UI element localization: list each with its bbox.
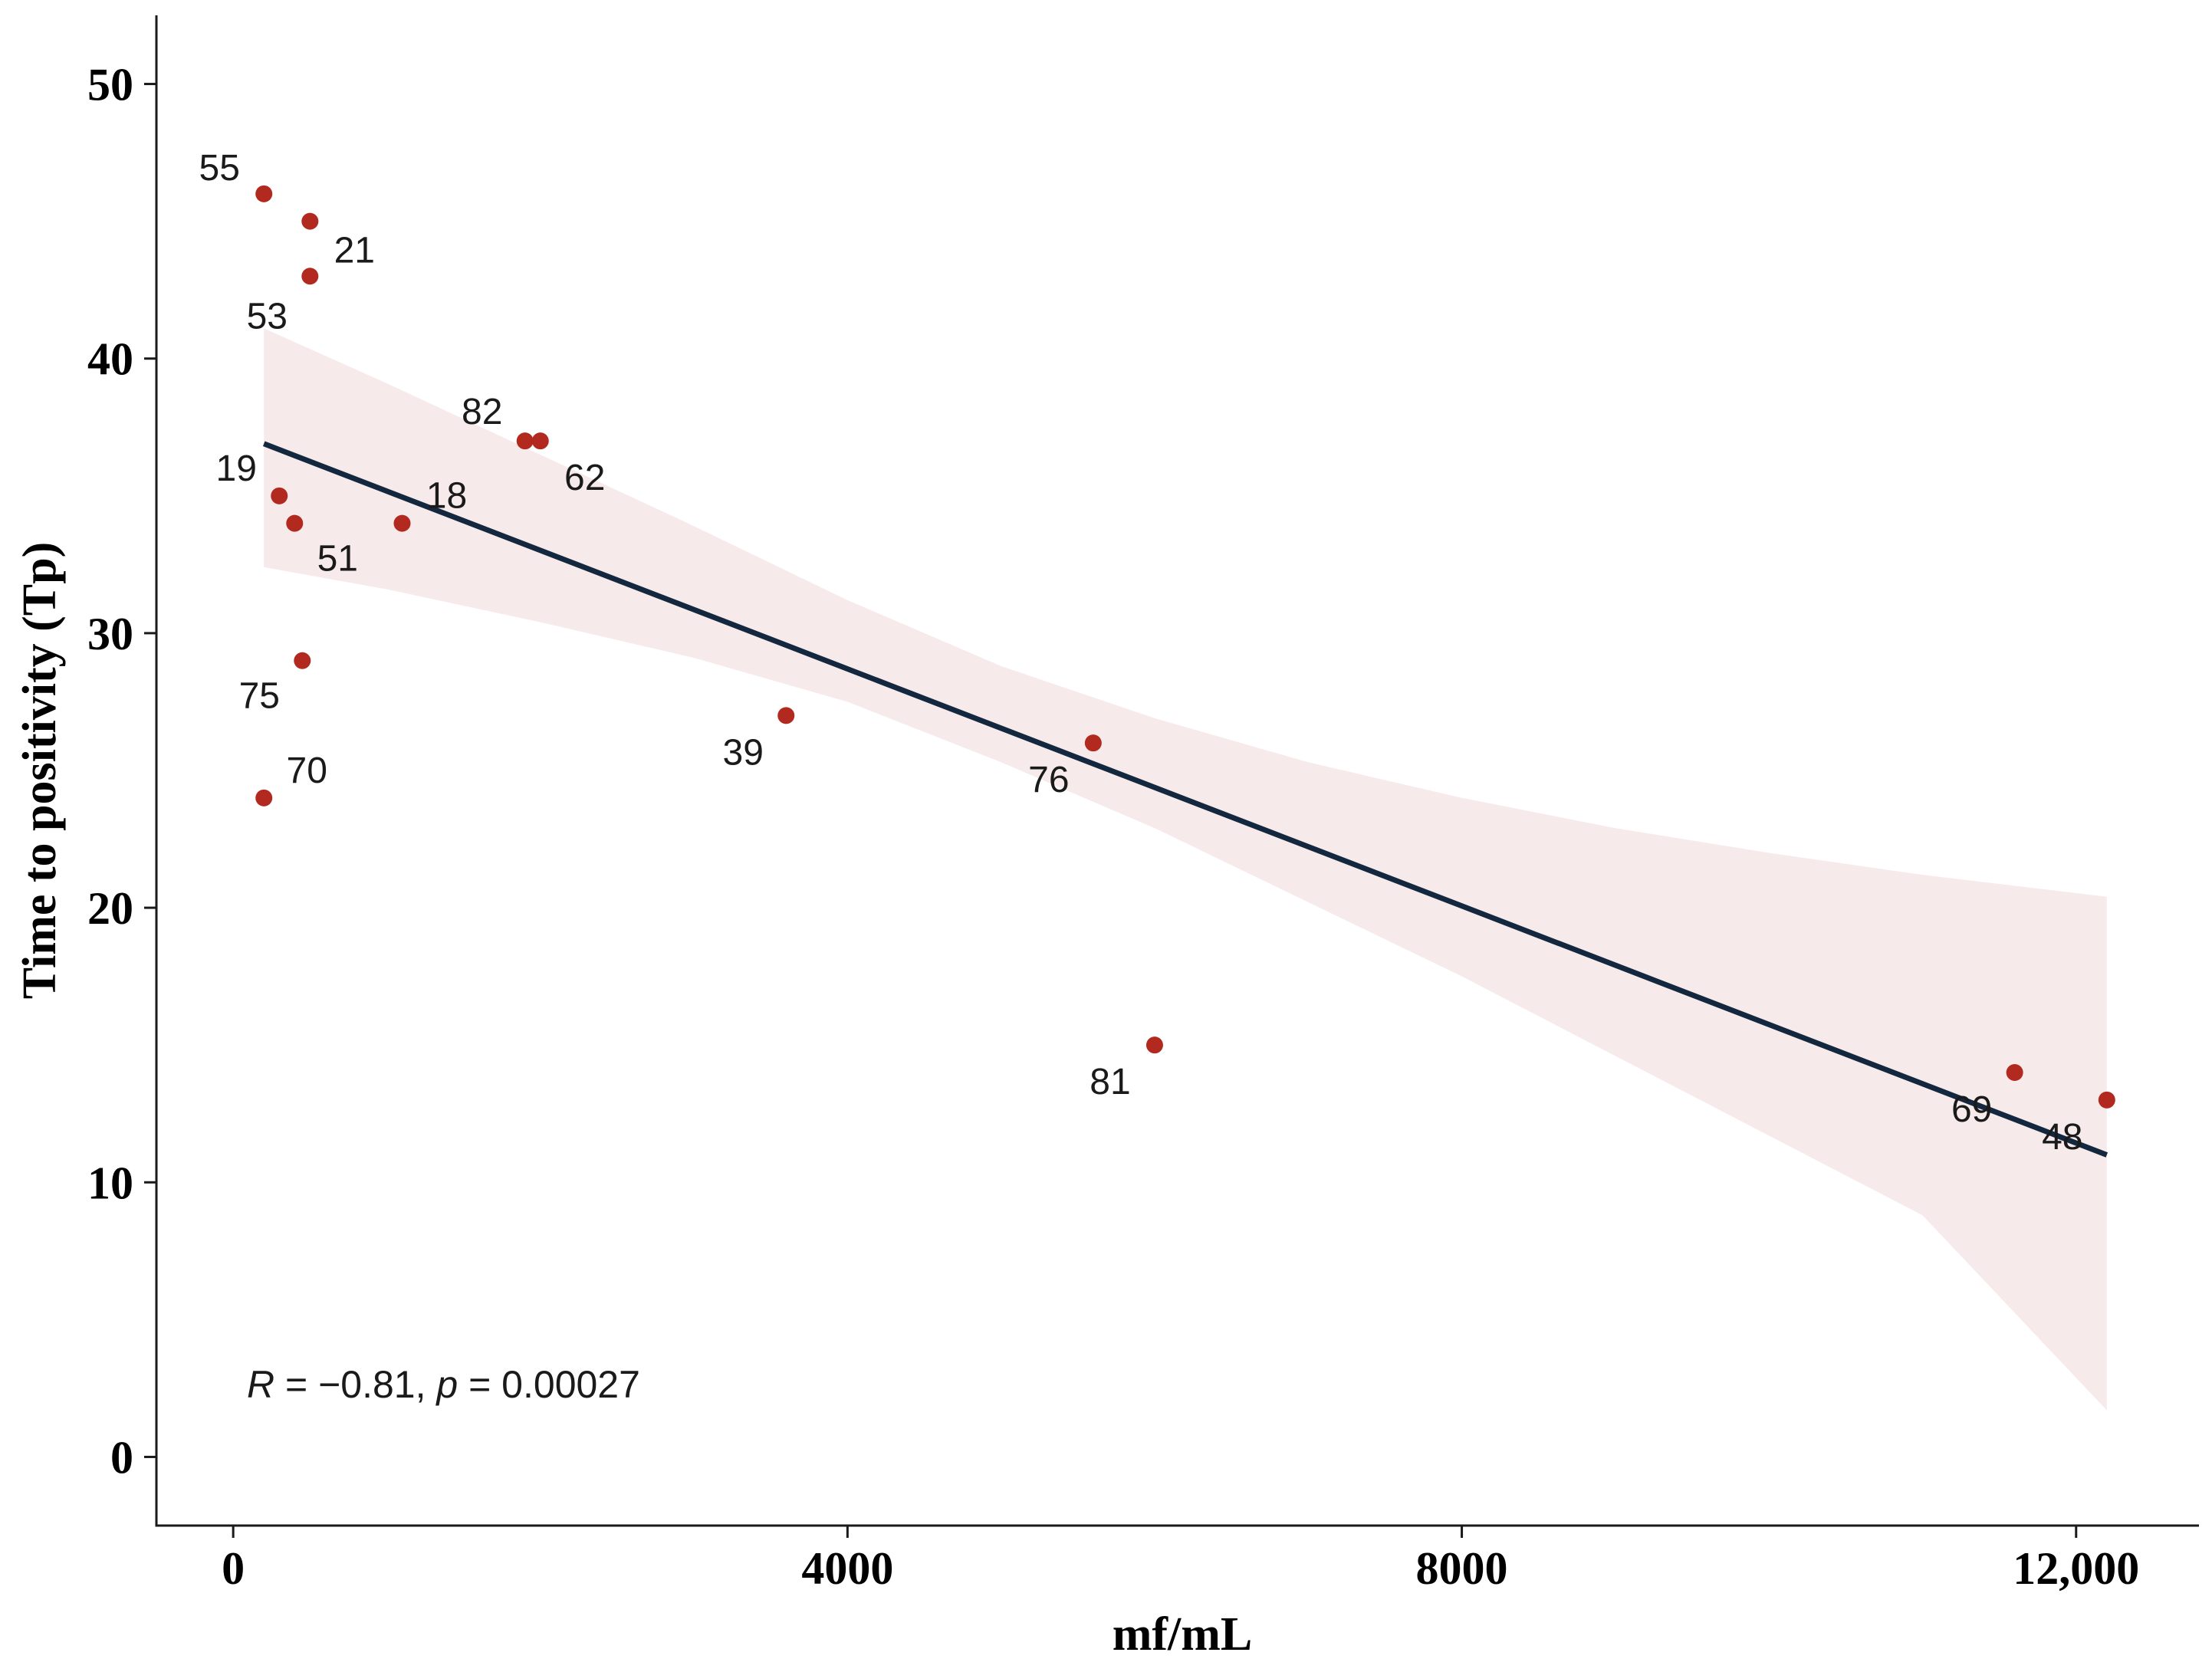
data-point	[2006, 1064, 2023, 1081]
p-value: = 0.00027	[458, 1363, 640, 1406]
data-point	[777, 707, 795, 724]
x-tick-label: 0	[222, 1543, 245, 1594]
confidence-band-layer	[264, 328, 2107, 1411]
data-point	[1084, 734, 1102, 752]
point-label: 51	[317, 539, 358, 580]
point-label: 76	[1028, 760, 1069, 800]
y-tick-label: 40	[87, 334, 133, 385]
data-point	[516, 432, 534, 450]
correlation-annotation: R = −0.81, p = 0.00027	[247, 1363, 640, 1406]
point-label: 18	[426, 476, 467, 517]
data-point	[531, 432, 549, 450]
point-label: 82	[462, 392, 502, 432]
y-tick-label: 30	[87, 609, 133, 659]
r-value: = −0.81,	[274, 1363, 436, 1406]
axes-layer: 0 4000 8000 12,000 0 10 20 30 40 50	[87, 15, 2199, 1594]
point-label: 62	[564, 458, 605, 498]
data-point	[1145, 1036, 1163, 1054]
x-tick-label: 12,000	[2013, 1543, 2139, 1594]
point-label: 55	[199, 148, 240, 189]
y-tick-label: 20	[87, 883, 133, 934]
y-tick-label: 10	[87, 1158, 133, 1208]
y-axis-title: Time to positivity (Tp)	[14, 542, 66, 999]
data-point	[301, 212, 319, 230]
data-point	[2098, 1091, 2115, 1109]
y-tick-label: 50	[87, 60, 133, 110]
point-label: 48	[2042, 1117, 2082, 1158]
point-label: 19	[216, 448, 257, 489]
confidence-band	[264, 328, 2107, 1411]
data-point	[286, 514, 304, 532]
y-tick-label: 0	[110, 1432, 133, 1483]
p-symbol: p	[435, 1363, 458, 1406]
data-point	[393, 514, 411, 532]
point-label: 81	[1090, 1062, 1130, 1102]
point-label: 75	[239, 676, 280, 717]
data-point	[271, 487, 288, 504]
point-label: 21	[334, 231, 375, 271]
data-point	[255, 789, 273, 806]
x-axis-title: mf/mL	[1113, 1608, 1253, 1661]
point-label: 53	[247, 296, 288, 337]
point-label: 69	[1951, 1089, 1992, 1130]
regression-line-layer	[262, 441, 2108, 1158]
x-tick-label: 4000	[801, 1543, 893, 1594]
point-label: 70	[287, 751, 327, 791]
r-symbol: R	[247, 1363, 274, 1406]
regression-line	[262, 441, 2108, 1158]
point-labels-layer: 55 21 53 82 62 19 18 51 75 39 76 70 81 69 48	[199, 148, 2083, 1158]
data-point	[301, 268, 319, 285]
data-point	[255, 185, 273, 202]
points-layer	[255, 185, 2115, 1109]
x-tick-label: 8000	[1416, 1543, 1508, 1594]
data-point	[294, 652, 311, 669]
point-label: 39	[723, 732, 764, 773]
